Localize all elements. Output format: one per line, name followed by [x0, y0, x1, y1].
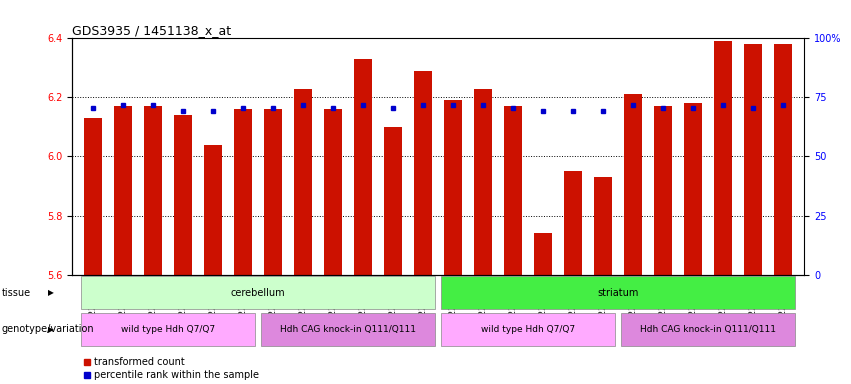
Text: transformed count: transformed count [94, 357, 185, 367]
Text: wild type Hdh Q7/Q7: wild type Hdh Q7/Q7 [121, 325, 215, 334]
Bar [354, 59, 372, 275]
Text: GDS3935 / 1451138_x_at: GDS3935 / 1451138_x_at [72, 24, 231, 37]
Bar [534, 233, 552, 275]
Text: percentile rank within the sample: percentile rank within the sample [94, 370, 260, 380]
Bar [84, 118, 102, 275]
Bar [204, 145, 222, 275]
Bar [654, 106, 672, 275]
Bar [234, 109, 252, 275]
Bar [474, 89, 492, 275]
Bar [594, 177, 612, 275]
Text: striatum: striatum [597, 288, 639, 298]
Bar [684, 103, 702, 275]
Bar [145, 106, 163, 275]
Bar [564, 171, 582, 275]
Text: tissue: tissue [2, 288, 31, 298]
Text: ▶: ▶ [48, 325, 54, 334]
Text: Hdh CAG knock-in Q111/Q111: Hdh CAG knock-in Q111/Q111 [280, 325, 416, 334]
Text: Hdh CAG knock-in Q111/Q111: Hdh CAG knock-in Q111/Q111 [640, 325, 776, 334]
Bar [414, 71, 432, 275]
Text: ▶: ▶ [48, 288, 54, 297]
Bar [621, 313, 795, 346]
Bar [265, 109, 283, 275]
Text: wild type Hdh Q7/Q7: wild type Hdh Q7/Q7 [481, 325, 575, 334]
Bar [774, 44, 792, 275]
Bar [261, 313, 435, 346]
Text: cerebellum: cerebellum [231, 288, 286, 298]
Bar [505, 106, 523, 275]
Bar [442, 313, 615, 346]
Bar [745, 44, 762, 275]
Bar [82, 276, 435, 309]
Bar [324, 109, 342, 275]
Bar [294, 89, 312, 275]
Bar [442, 276, 795, 309]
Text: genotype/variation: genotype/variation [2, 324, 94, 334]
Bar [82, 313, 255, 346]
Bar [444, 100, 462, 275]
Bar [625, 94, 643, 275]
Bar [114, 106, 132, 275]
Bar [385, 127, 403, 275]
Bar [714, 41, 732, 275]
Bar [174, 115, 192, 275]
